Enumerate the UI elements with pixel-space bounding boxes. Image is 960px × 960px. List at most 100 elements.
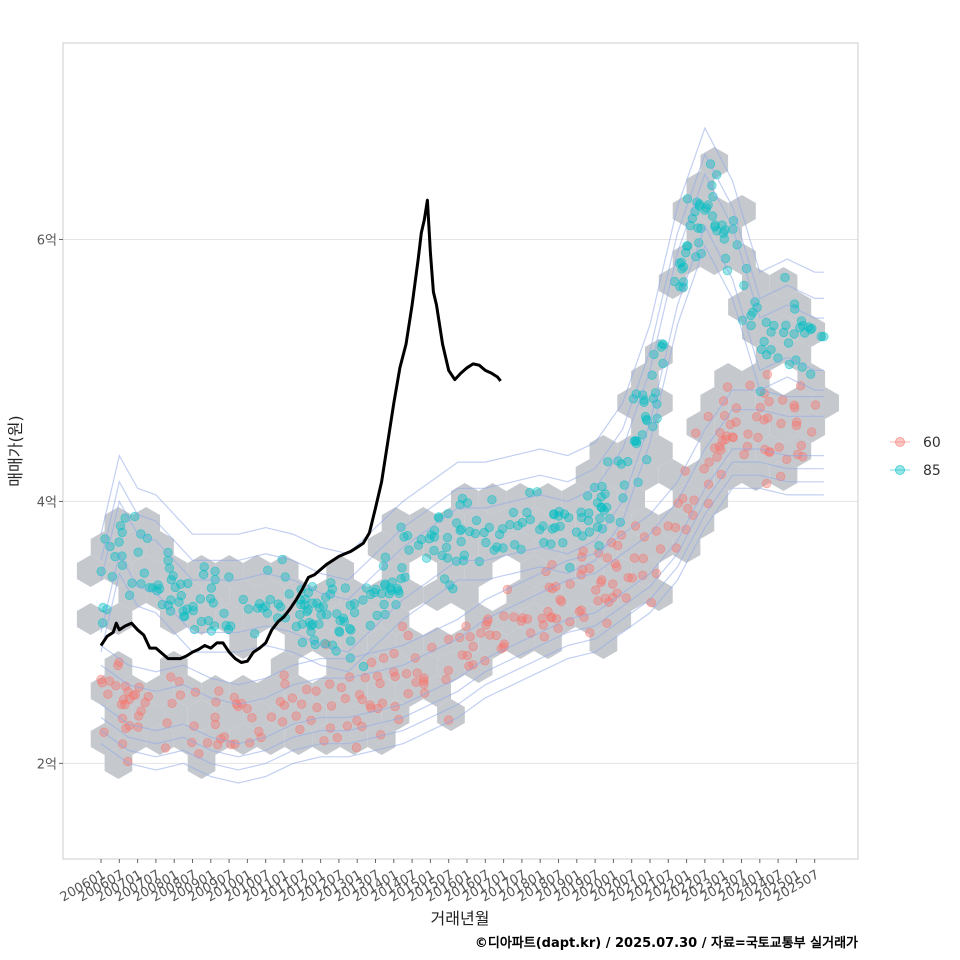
scatter-point xyxy=(595,513,605,524)
hexbin-cell xyxy=(229,627,257,659)
hexbin-cell xyxy=(90,723,119,755)
hexbin-cell xyxy=(797,411,826,443)
scatter-point xyxy=(584,508,594,518)
scatter-point xyxy=(462,650,473,661)
scatter-point xyxy=(769,320,779,331)
scatter-point xyxy=(426,530,436,540)
hexbin-cell xyxy=(104,651,133,683)
scatter-point xyxy=(249,629,260,639)
scatter-point xyxy=(391,600,401,610)
scatter-point xyxy=(242,703,252,714)
scatter-point xyxy=(720,253,731,264)
scatter-point xyxy=(380,552,391,562)
hexbin-cell xyxy=(284,627,313,659)
scatter-point xyxy=(372,610,382,621)
scatter-point xyxy=(229,692,240,703)
scatter-point xyxy=(651,568,662,579)
plot-border xyxy=(62,42,859,860)
scatter-point xyxy=(731,403,742,413)
scatter-point xyxy=(784,359,795,370)
scatter-point xyxy=(810,400,821,410)
scatter-point xyxy=(324,679,335,689)
scatter-point xyxy=(345,636,356,646)
scatter-point xyxy=(372,671,383,681)
scatter-point xyxy=(360,672,370,683)
scatter-point xyxy=(781,320,791,331)
hexbin-cell xyxy=(548,555,576,587)
scatter-point xyxy=(805,324,816,335)
scatter-point xyxy=(277,717,288,727)
scatter-point xyxy=(816,331,827,342)
scatter-point xyxy=(166,595,176,605)
scatter-point xyxy=(646,597,656,608)
scatter-point xyxy=(546,539,556,549)
y-tick-label: 6억 xyxy=(37,233,57,248)
hexbin-cell xyxy=(742,267,770,299)
scatter-point xyxy=(555,594,565,605)
scatter-point xyxy=(164,563,175,573)
scatter-point xyxy=(275,602,286,612)
scatter-point xyxy=(739,449,749,460)
scatter-point xyxy=(295,724,305,735)
hexbin-cell xyxy=(769,459,798,491)
hexbin-cell xyxy=(492,603,521,635)
hexbin-cell xyxy=(714,219,742,251)
scatter-point xyxy=(712,226,722,236)
scatter-point xyxy=(157,599,168,610)
scatter-point xyxy=(712,452,722,462)
scatter-point xyxy=(209,621,220,631)
scatter-point xyxy=(725,419,736,430)
scatter-point xyxy=(442,553,453,563)
scatter-point xyxy=(163,555,173,566)
y-axis-title: 매매가(원) xyxy=(6,415,25,486)
scatter-point xyxy=(554,506,564,517)
density-contour xyxy=(100,152,824,581)
scatter-point xyxy=(351,742,362,753)
scatter-point xyxy=(389,648,399,659)
scatter-point xyxy=(160,743,171,753)
x-axis-title: 거래년월 xyxy=(431,909,490,928)
scatter-point xyxy=(167,698,177,709)
scatter-point xyxy=(602,553,613,563)
hexbin-cell xyxy=(686,459,715,491)
scatter-point xyxy=(584,527,595,537)
scatter-point xyxy=(375,678,385,689)
scatter-point xyxy=(558,538,568,548)
scatter-point xyxy=(175,579,186,589)
scatter-point xyxy=(345,623,355,634)
scatter-point xyxy=(183,578,193,589)
scatter-point xyxy=(630,436,641,446)
scatter-point xyxy=(346,625,356,635)
scatter-point xyxy=(358,595,368,605)
density-contour xyxy=(100,409,824,706)
hexbin-cell xyxy=(797,315,826,347)
scatter-point xyxy=(742,441,753,452)
scatter-point xyxy=(603,457,613,467)
scatter-point xyxy=(517,517,528,528)
scatter-point xyxy=(397,621,408,632)
scatter-point xyxy=(655,544,666,554)
scatter-point xyxy=(443,665,454,676)
scatter-point xyxy=(175,690,186,700)
scatter-point xyxy=(676,257,687,267)
hexbin-cell xyxy=(575,603,604,635)
median-trend-line xyxy=(99,198,502,664)
scatter-point xyxy=(806,369,816,379)
scatter-point xyxy=(670,522,681,533)
scatter-point xyxy=(304,617,315,628)
scatter-point xyxy=(118,694,129,705)
scatter-point xyxy=(170,582,181,593)
hexbin-cell xyxy=(700,147,729,179)
scatter-point xyxy=(279,700,290,710)
hexbin-cell xyxy=(270,651,299,683)
scatter-point xyxy=(140,697,150,708)
scatter-point xyxy=(537,613,547,624)
scatter-point xyxy=(318,601,329,612)
density-contour xyxy=(100,172,824,601)
scatter-point xyxy=(596,577,606,588)
scatter-point xyxy=(746,320,756,331)
hexbin-cell xyxy=(367,627,396,659)
scatter-point xyxy=(612,562,622,572)
scatter-point xyxy=(492,542,502,552)
scatter-point xyxy=(238,594,249,605)
